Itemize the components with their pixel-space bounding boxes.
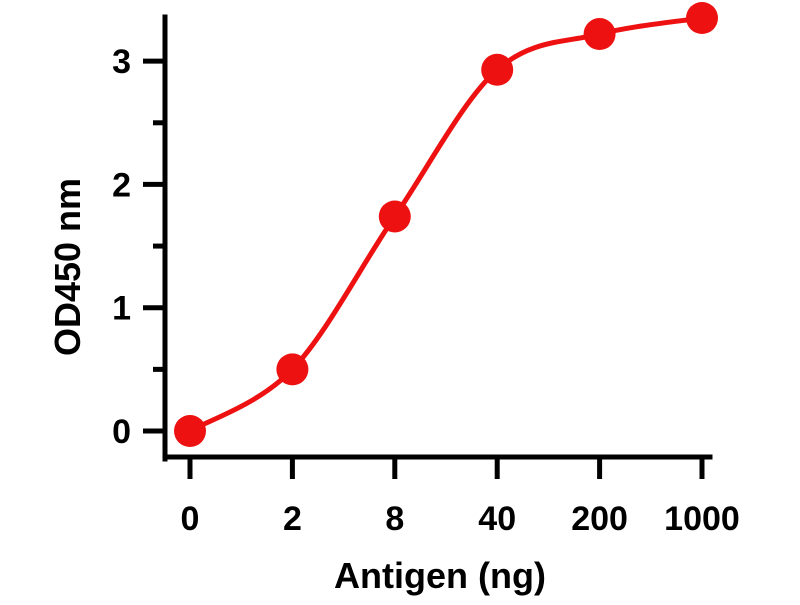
x-tick-label: 200 (571, 500, 628, 538)
y-axis-title: OD450 nm (47, 178, 88, 356)
points-layer (174, 2, 718, 447)
x-tick-label: 40 (478, 500, 516, 538)
axes (143, 14, 713, 479)
x-tick-label: 8 (385, 500, 404, 538)
data-point (276, 353, 309, 386)
data-point (174, 415, 206, 447)
data-point (481, 53, 514, 86)
series-line (188, 15, 703, 434)
y-tick-label: 0 (112, 413, 131, 451)
y-tick-label: 2 (112, 166, 131, 204)
y-tick-label: 1 (112, 290, 131, 328)
x-tick-label: 0 (181, 500, 200, 538)
curve-layer (188, 15, 703, 434)
data-point (583, 18, 616, 51)
x-tick-label: 1000 (664, 500, 740, 538)
labels-layer: 0 1 2 3 0 2 8 40 200 1000 (112, 43, 740, 538)
data-point (686, 2, 718, 34)
data-point (378, 200, 411, 233)
x-axis-title: Antigen (ng) (334, 555, 546, 596)
x-tick-label: 2 (283, 500, 302, 538)
y-tick-label: 3 (112, 43, 131, 81)
